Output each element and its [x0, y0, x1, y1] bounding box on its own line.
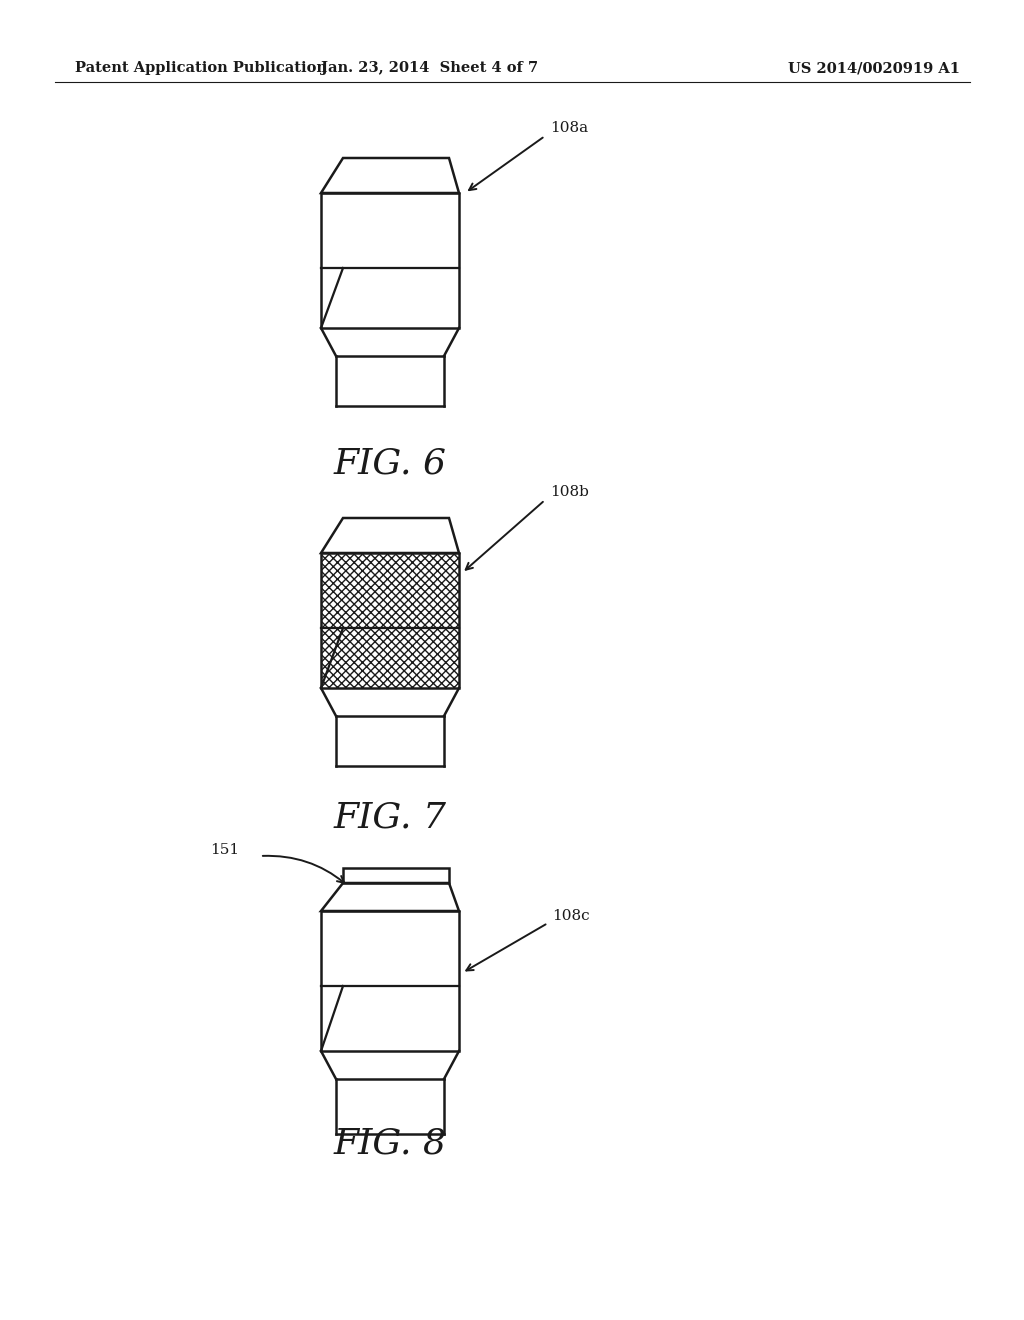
Text: FIG. 8: FIG. 8 [334, 1126, 446, 1160]
Text: Jan. 23, 2014  Sheet 4 of 7: Jan. 23, 2014 Sheet 4 of 7 [322, 61, 539, 75]
Text: 108a: 108a [550, 121, 588, 135]
Text: 151: 151 [210, 843, 240, 857]
Text: FIG. 7: FIG. 7 [334, 801, 446, 836]
Polygon shape [321, 553, 459, 688]
Text: US 2014/0020919 A1: US 2014/0020919 A1 [788, 61, 961, 75]
Text: FIG. 6: FIG. 6 [334, 446, 446, 480]
Text: 108b: 108b [550, 484, 589, 499]
Text: 108c: 108c [552, 909, 590, 923]
Text: Patent Application Publication: Patent Application Publication [75, 61, 327, 75]
